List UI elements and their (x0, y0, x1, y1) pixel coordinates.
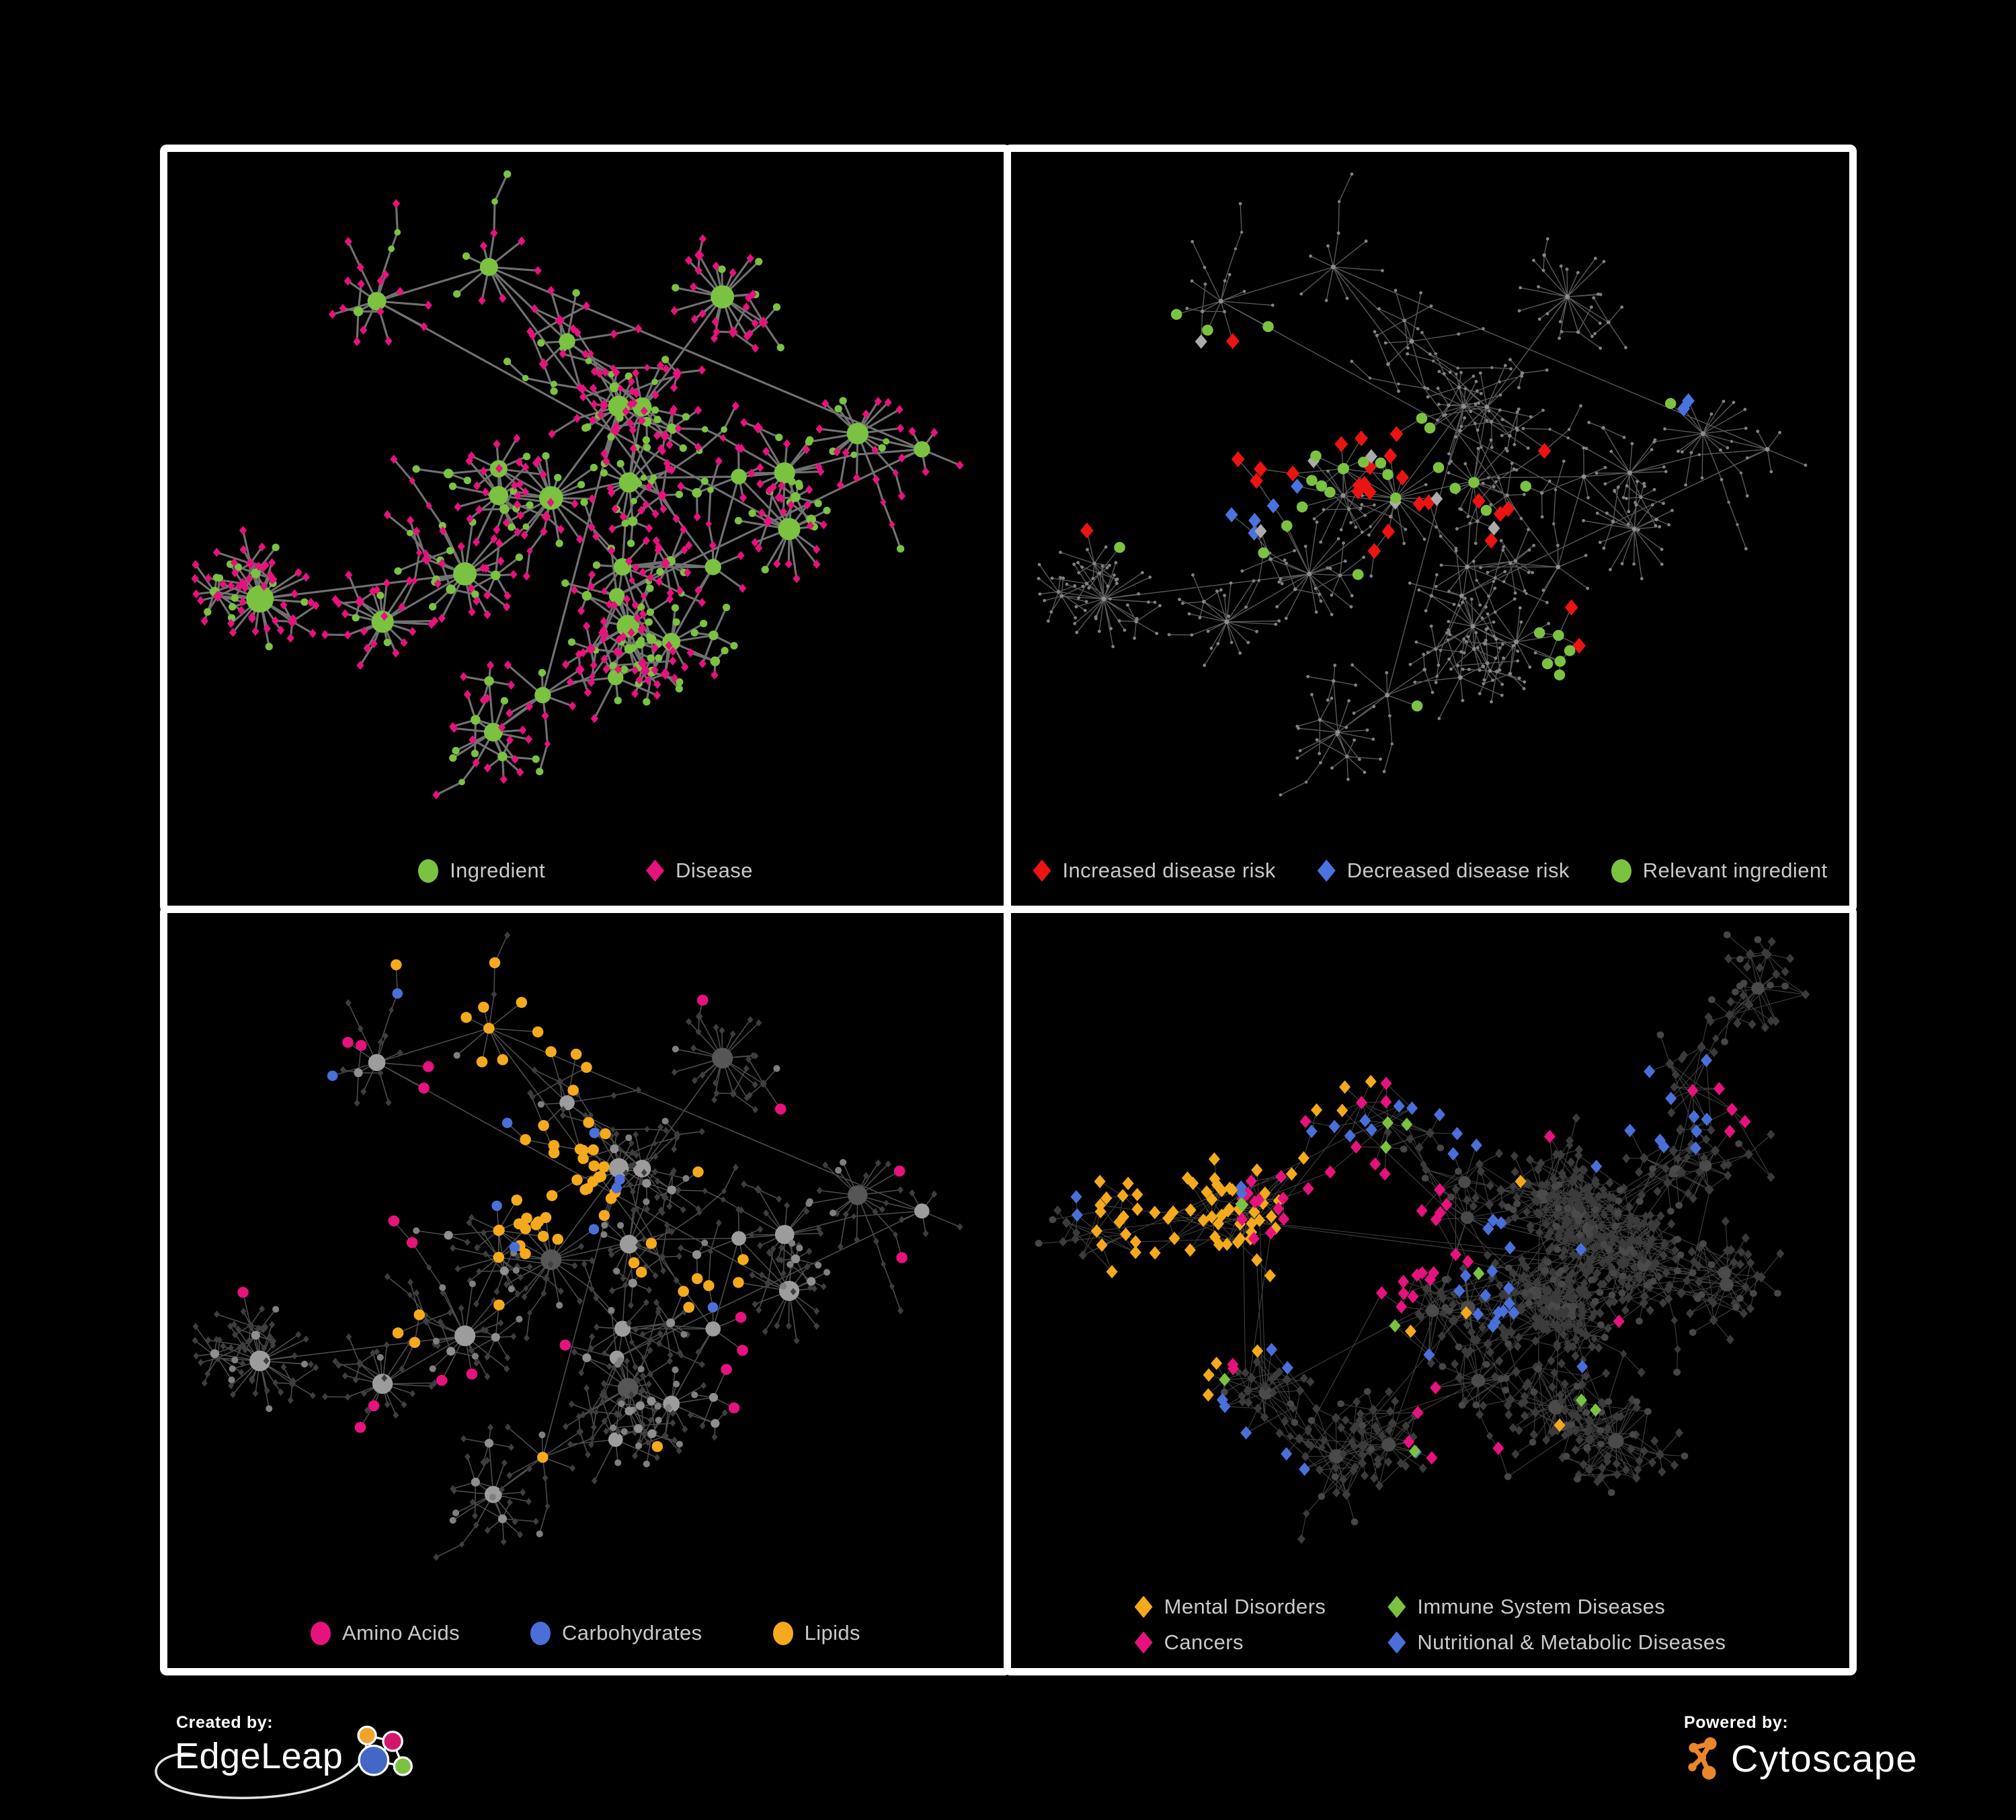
cytoscape-attribution: Powered by: Cytoscape (1684, 1713, 1993, 1814)
edgeleap-wordmark: EdgeLeap (175, 1736, 344, 1776)
created-by-label: Created by: (176, 1713, 274, 1732)
legend-item: Lipids (772, 1621, 860, 1645)
legend-item: Ingredient (418, 859, 545, 883)
nutrient-class-network-graph (192, 931, 963, 1561)
legend-label: Cancers (1164, 1630, 1244, 1654)
lipids-marker-icon (772, 1621, 793, 1645)
cytoscape-wordmark: Cytoscape (1731, 1737, 1919, 1780)
panel-disease-risk: Increased disease risk Decreased disease… (1004, 145, 1857, 913)
disease-risk-network-graph (1037, 172, 1808, 797)
legend-label: Increased disease risk (1062, 859, 1276, 882)
legend-label: Immune System Diseases (1417, 1595, 1666, 1618)
carbohydrates-marker-icon (530, 1621, 551, 1645)
legend-item: Cancers (1134, 1630, 1326, 1655)
panel-disease-classes: Mental Disorders Immune System Diseases … (1004, 906, 1857, 1675)
powered-by-label: Powered by: (1684, 1713, 1789, 1732)
legend-disease-classes: Mental Disorders Immune System Diseases … (1011, 1595, 1849, 1655)
cancers-marker-icon (1134, 1631, 1153, 1654)
legend-item: Mental Disorders (1134, 1595, 1326, 1619)
legend-item: Disease (646, 859, 753, 883)
legend-label: Decreased disease risk (1346, 859, 1570, 882)
immune-system-diseases-marker-icon (1387, 1595, 1406, 1618)
legend-nutrient-classes: Amino Acids Carbohydrates Lipids (167, 1621, 1004, 1645)
legend-label: Lipids (804, 1621, 860, 1645)
cytoscape-network-icon (1688, 1737, 1717, 1780)
decreased-risk-marker-icon (1317, 859, 1336, 882)
legend-label: Relevant ingredient (1642, 859, 1828, 882)
disease-marker-icon (646, 859, 665, 882)
legend-label: Carbohydrates (562, 1621, 702, 1645)
legend-label: Mental Disorders (1164, 1595, 1326, 1618)
ingredient-marker-icon (418, 859, 439, 883)
disease-class-network-graph (1035, 931, 1810, 1544)
panel-ingredient-disease: Ingredient Disease (160, 145, 1011, 913)
legend-item: Carbohydrates (530, 1621, 702, 1645)
legend-label: Amino Acids (342, 1621, 460, 1645)
increased-risk-marker-icon (1033, 859, 1051, 882)
edgeleap-logo: EdgeLeap (175, 1725, 497, 1792)
mental-disorders-marker-icon (1134, 1595, 1153, 1618)
legend-label: Disease (676, 859, 753, 882)
edgeleap-attribution: Created by: EdgeLeap (155, 1713, 497, 1820)
legend-item: Immune System Diseases (1387, 1595, 1726, 1619)
legend-disease-risk: Increased disease risk Decreased disease… (1011, 859, 1849, 883)
ingredient-disease-network-graph (191, 170, 964, 800)
edgeleap-network-icon (357, 1725, 413, 1776)
legend-item: Relevant ingredient (1611, 859, 1828, 883)
relevant-ingredient-marker-icon (1611, 859, 1631, 883)
legend-label: Nutritional & Metabolic Diseases (1417, 1630, 1726, 1654)
legend-ingredient-disease: Ingredient Disease (167, 859, 1004, 883)
legend-label: Ingredient (450, 859, 546, 882)
nutritional-metabolic-diseases-marker-icon (1387, 1631, 1406, 1654)
legend-item: Amino Acids (311, 1621, 460, 1645)
panel-nutrient-classes: Amino Acids Carbohydrates Lipids (160, 906, 1011, 1675)
legend-item: Nutritional & Metabolic Diseases (1387, 1630, 1726, 1655)
amino-acids-marker-icon (311, 1621, 331, 1645)
legend-item: Decreased disease risk (1317, 859, 1570, 883)
cytoscape-logo: Cytoscape (1684, 1737, 1993, 1781)
legend-item: Increased disease risk (1033, 859, 1276, 883)
